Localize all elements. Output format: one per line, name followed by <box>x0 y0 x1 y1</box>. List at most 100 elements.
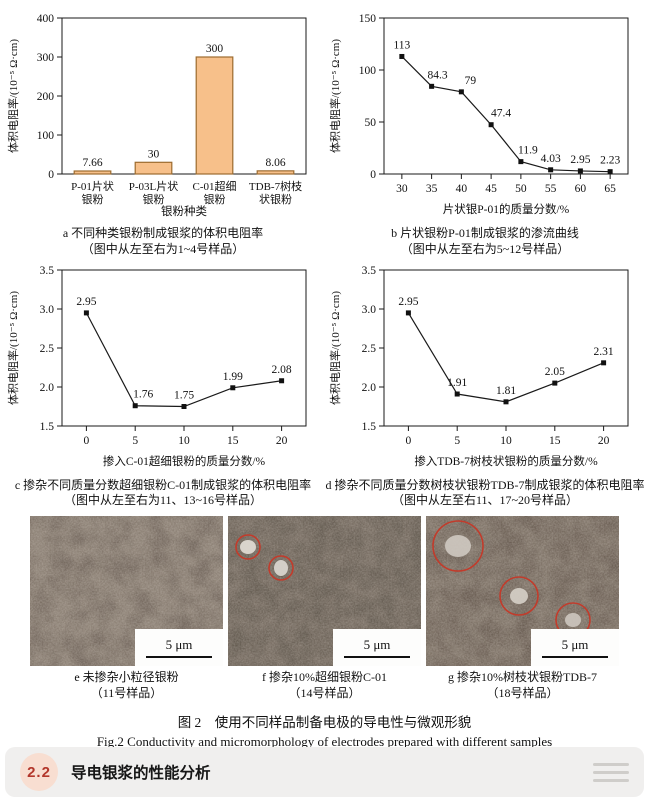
sem-captions: e 未掺杂小粒径银粉 （11号样品） f 掺杂10%超细银粉C-01 （14号样… <box>0 670 649 701</box>
micrograph-f-caption-line1: f 掺杂10%超细银粉C-01 <box>262 670 387 685</box>
figure-caption-cn: 图 2 使用不同样品制备电极的导电性与微观形貌 <box>177 714 472 730</box>
svg-text:银粉: 银粉 <box>143 192 165 206</box>
section-title: 导电银浆的性能分析 <box>71 765 211 782</box>
scale-label: 5 μm <box>363 637 391 653</box>
scale-bar-f: 5 μm <box>333 629 421 667</box>
section-header-bar: 2.2 导电银浆的性能分析 <box>5 747 644 797</box>
svg-text:银粉: 银粉 <box>82 192 104 206</box>
svg-text:2.5: 2.5 <box>362 343 377 355</box>
svg-text:1.75: 1.75 <box>174 389 194 401</box>
svg-text:体积电阻率/(10⁻⁵ Ω·cm): 体积电阻率/(10⁻⁵ Ω·cm) <box>328 39 342 153</box>
svg-text:2.23: 2.23 <box>600 155 620 167</box>
micrograph-g-caption: g 掺杂10%树枝状银粉TDB-7 （18号样品） <box>426 670 619 701</box>
svg-text:2.0: 2.0 <box>362 382 377 394</box>
chart-c-caption: c 掺杂不同质量分数超细银粉C-01制成银浆的体积电阻率 （图中从左至右为11、… <box>2 478 324 510</box>
chart-c-caption-line1: c 掺杂不同质量分数超细银粉C-01制成银浆的体积电阻率 <box>14 477 312 492</box>
svg-text:3.5: 3.5 <box>362 265 377 277</box>
svg-text:3.0: 3.0 <box>40 304 55 316</box>
micrograph-e-caption-line1: e 未掺杂小粒径银粉 <box>74 670 179 685</box>
svg-text:2.95: 2.95 <box>570 154 590 166</box>
menu-icon[interactable] <box>593 762 629 782</box>
svg-text:50: 50 <box>365 117 377 129</box>
svg-text:0: 0 <box>84 435 90 447</box>
svg-text:84.3: 84.3 <box>428 69 448 81</box>
svg-text:2.95: 2.95 <box>398 296 418 308</box>
chart-d-dendritic-doping-line: 1.5 2.0 2.5 3.0 3.5 体积电阻率/(10⁻⁵ Ω·cm) 0 5 10 15 20… <box>326 258 644 477</box>
svg-text:TDB-7树枝: TDB-7树枝 <box>249 179 302 193</box>
menu-line <box>593 770 629 774</box>
svg-text:200: 200 <box>37 91 55 103</box>
scale-line <box>344 656 410 659</box>
svg-text:3.0: 3.0 <box>362 304 377 316</box>
svg-text:3.5: 3.5 <box>40 265 55 277</box>
scale-bar-g: 5 μm <box>531 629 619 667</box>
svg-text:300: 300 <box>206 43 224 55</box>
svg-text:C-01超细: C-01超细 <box>193 179 237 193</box>
svg-text:40: 40 <box>456 183 468 195</box>
chart-cell-b: 0 50 100 150 体积电阻率/(10⁻⁵ Ω·cm) 30 35 40 45 50 55 60… <box>324 6 646 258</box>
micrograph-e: 5 μm <box>30 516 223 667</box>
svg-text:5: 5 <box>454 435 460 447</box>
scale-label: 5 μm <box>561 637 589 653</box>
svg-text:30: 30 <box>148 148 160 160</box>
svg-text:60: 60 <box>575 183 587 195</box>
svg-text:2.5: 2.5 <box>40 343 55 355</box>
chart-cell-d: 1.5 2.0 2.5 3.0 3.5 体积电阻率/(10⁻⁵ Ω·cm) 0 5 10 15 20… <box>324 258 646 510</box>
chart-a-volume-resistivity-bar: 0 100 200 300 400 体积电阻率/(10⁻⁵ Ω·cm) 7.66 P-01片状… <box>4 6 322 225</box>
svg-text:1.5: 1.5 <box>362 421 377 433</box>
micrograph-g: 5 μm <box>426 516 619 667</box>
svg-text:300: 300 <box>37 52 55 64</box>
svg-text:400: 400 <box>37 13 55 25</box>
svg-text:150: 150 <box>359 13 377 25</box>
chart-a-caption: a 不同种类银粉制成银浆的体积电阻率 （图中从左至右为1~4号样品） <box>2 226 324 258</box>
svg-text:1.99: 1.99 <box>223 370 243 382</box>
svg-text:0: 0 <box>406 435 412 447</box>
svg-text:65: 65 <box>604 183 616 195</box>
menu-line <box>593 762 629 766</box>
svg-text:11.9: 11.9 <box>518 145 538 157</box>
svg-text:20: 20 <box>276 435 288 447</box>
svg-text:79: 79 <box>465 75 477 87</box>
svg-text:2.31: 2.31 <box>594 345 614 357</box>
sem-row: 5 μm 5 μm <box>0 516 649 667</box>
chart-cell-a: 0 100 200 300 400 体积电阻率/(10⁻⁵ Ω·cm) 7.66 P-01片状… <box>2 6 324 258</box>
micrograph-e-caption: e 未掺杂小粒径银粉 （11号样品） <box>30 670 223 701</box>
svg-text:10: 10 <box>500 435 512 447</box>
svg-text:45: 45 <box>485 183 497 195</box>
chart-a-caption-line2: （图中从左至右为1~4号样品） <box>81 241 245 256</box>
svg-text:47.4: 47.4 <box>491 108 511 120</box>
svg-text:0: 0 <box>370 169 376 181</box>
chart-d-caption-line1: d 掺杂不同质量分数树枝状银粉TDB-7制成银浆的体积电阻率 <box>325 477 645 492</box>
svg-text:15: 15 <box>227 435 239 447</box>
svg-text:片状银P-01的质量分数/%: 片状银P-01的质量分数/% <box>443 202 570 216</box>
micrograph-f-caption-line2: （14号样品） <box>288 685 361 700</box>
svg-text:银粉种类: 银粉种类 <box>161 204 207 218</box>
scale-bar-e: 5 μm <box>135 629 223 667</box>
svg-text:20: 20 <box>598 435 610 447</box>
scale-line <box>146 656 212 659</box>
svg-text:5: 5 <box>132 435 138 447</box>
chart-d-caption-line2: （图中从左至右11、17~20号样品） <box>391 493 579 508</box>
section-number-badge: 2.2 <box>20 753 58 791</box>
micrograph-f: 5 μm <box>228 516 421 667</box>
svg-text:1.91: 1.91 <box>447 377 467 389</box>
svg-text:银粉: 银粉 <box>204 192 226 206</box>
svg-text:55: 55 <box>545 183 557 195</box>
svg-text:4.03: 4.03 <box>541 153 561 165</box>
svg-text:2.0: 2.0 <box>40 382 55 394</box>
svg-text:30: 30 <box>396 183 408 195</box>
figure-caption-en: Fig.2 Conductivity and micromorphology o… <box>96 733 553 749</box>
svg-text:体积电阻率/(10⁻⁵ Ω·cm): 体积电阻率/(10⁻⁵ Ω·cm) <box>6 290 20 404</box>
chart-a-caption-line1: a 不同种类银粉制成银浆的体积电阻率 <box>62 226 264 240</box>
svg-text:掺入C-01超细银粉的质量分数/%: 掺入C-01超细银粉的质量分数/% <box>103 454 266 468</box>
svg-text:0: 0 <box>48 169 54 181</box>
svg-text:1.5: 1.5 <box>40 421 55 433</box>
scale-line <box>542 656 608 659</box>
micrograph-g-caption-line2: （18号样品） <box>486 685 559 700</box>
svg-text:7.66: 7.66 <box>82 157 102 169</box>
chart-c-ultrafine-doping-line: 1.5 2.0 2.5 3.0 3.5 体积电阻率/(10⁻⁵ Ω·cm) 0 5 10 15 20… <box>4 258 322 477</box>
micrograph-f-caption: f 掺杂10%超细银粉C-01 （14号样品） <box>228 670 421 701</box>
scale-label: 5 μm <box>165 637 193 653</box>
svg-text:状银粉: 状银粉 <box>259 192 292 206</box>
